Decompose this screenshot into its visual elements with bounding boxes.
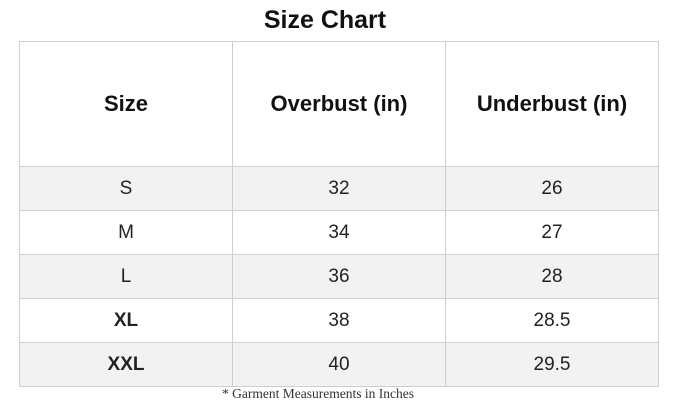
header-overbust: Overbust (in) xyxy=(232,41,446,167)
overbust-cell: 40 xyxy=(232,342,446,387)
header-underbust: Underbust (in) xyxy=(445,41,659,167)
overbust-cell: 38 xyxy=(232,298,446,343)
underbust-cell: 28 xyxy=(445,254,659,299)
size-cell: S xyxy=(19,166,233,211)
underbust-cell: 28.5 xyxy=(445,298,659,343)
table-row: M 34 27 xyxy=(19,210,659,255)
table-row: XL 38 28.5 xyxy=(19,298,659,343)
table-row: XXL 40 29.5 xyxy=(19,342,659,387)
size-table: Size Overbust (in) Underbust (in) S 32 2… xyxy=(19,41,659,387)
size-cell: XXL xyxy=(19,342,233,387)
size-cell: XL xyxy=(19,298,233,343)
footnote: * Garment Measurements in Inches xyxy=(222,386,414,401)
underbust-cell: 29.5 xyxy=(445,342,659,387)
header-size: Size xyxy=(19,41,233,167)
overbust-cell: 32 xyxy=(232,166,446,211)
size-cell: M xyxy=(19,210,233,255)
table-row: L 36 28 xyxy=(19,254,659,299)
size-chart-title: Size Chart xyxy=(263,6,387,34)
underbust-cell: 26 xyxy=(445,166,659,211)
table-row: S 32 26 xyxy=(19,166,659,211)
header-row: Size Overbust (in) Underbust (in) xyxy=(19,41,659,167)
underbust-cell: 27 xyxy=(445,210,659,255)
size-cell: L xyxy=(19,254,233,299)
overbust-cell: 36 xyxy=(232,254,446,299)
overbust-cell: 34 xyxy=(232,210,446,255)
